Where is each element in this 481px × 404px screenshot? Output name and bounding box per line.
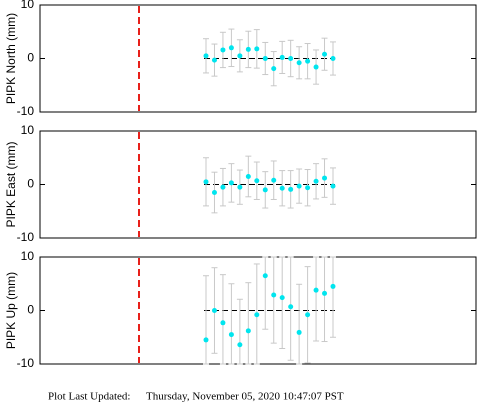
data-point — [288, 56, 294, 61]
data-point — [271, 66, 277, 72]
data-point — [279, 295, 285, 301]
data-point — [322, 175, 328, 181]
data-point — [245, 46, 251, 52]
data-point — [237, 342, 243, 348]
y-tick-label: -10 — [17, 230, 35, 244]
y-axis-label: PIPK North (mm) — [4, 13, 18, 104]
data-point — [211, 57, 217, 63]
y-axis-label: PIPK Up (mm) — [4, 272, 18, 349]
y-tick-label: 10 — [21, 123, 35, 137]
data-point — [271, 177, 277, 183]
y-tick-label: -10 — [17, 356, 35, 370]
data-point — [220, 320, 226, 326]
data-point — [296, 329, 302, 335]
data-point — [211, 308, 217, 313]
data-point — [228, 45, 234, 51]
y-axis-label: PIPK East (mm) — [4, 141, 18, 227]
data-point — [330, 283, 336, 289]
footer-label: Plot Last Updated: — [48, 391, 131, 403]
y-tick-label: 10 — [21, 249, 35, 263]
data-point — [305, 312, 311, 318]
y-tick-label: 0 — [27, 51, 34, 65]
data-point — [203, 179, 209, 185]
data-point — [237, 53, 243, 59]
y-tick-label: 0 — [27, 177, 34, 191]
data-point — [211, 190, 217, 196]
data-point — [203, 53, 209, 59]
data-point — [322, 290, 328, 296]
data-point — [254, 312, 260, 318]
footer-timestamp: Thursday, November 05, 2020 10:47:07 PST — [146, 391, 344, 403]
data-point — [296, 60, 302, 66]
data-point — [254, 178, 260, 184]
data-point — [220, 184, 226, 190]
y-tick-label: 10 — [21, 0, 35, 11]
data-point — [220, 47, 226, 53]
data-point — [288, 186, 294, 192]
data-point — [228, 180, 234, 186]
data-point — [262, 273, 268, 279]
data-point — [313, 178, 319, 184]
data-point — [288, 304, 294, 310]
y-tick-label: -10 — [17, 104, 35, 118]
data-point — [305, 58, 311, 64]
data-point — [203, 337, 209, 343]
data-point — [313, 64, 319, 70]
data-point — [279, 185, 285, 191]
data-point — [254, 46, 260, 52]
data-point — [305, 185, 311, 191]
data-point — [245, 328, 251, 334]
data-point — [313, 287, 319, 293]
data-point — [237, 184, 243, 190]
data-point — [322, 51, 328, 57]
y-tick-label: 0 — [27, 303, 34, 317]
data-point — [262, 56, 268, 61]
data-point — [330, 56, 336, 61]
data-point — [330, 183, 336, 189]
data-point — [262, 187, 268, 193]
data-point — [228, 332, 234, 338]
data-point — [296, 183, 302, 189]
data-point — [279, 54, 285, 60]
data-point — [245, 173, 251, 179]
data-point — [271, 292, 277, 298]
